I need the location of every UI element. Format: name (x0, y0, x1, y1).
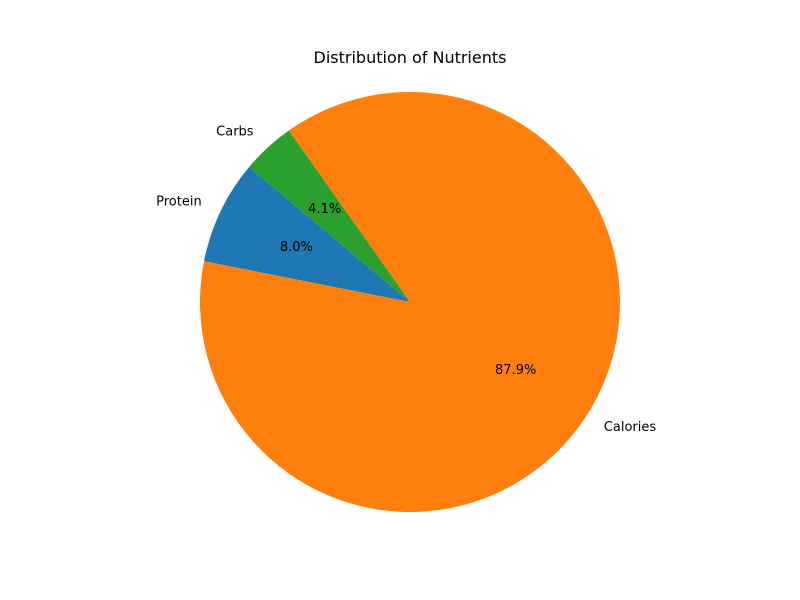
slice-label-protein: Protein (156, 195, 202, 210)
pie-slices (200, 91, 621, 512)
chart-title: Distribution of Nutrients (314, 48, 507, 67)
pie-slice-carbs (249, 130, 410, 302)
pie-slice-protein (204, 167, 410, 302)
slice-label-calories: Calories (604, 420, 657, 435)
slice-label-carbs: Carbs (216, 125, 254, 140)
slice-percent-protein: 8.0% (280, 240, 313, 255)
pie-slice-calories (200, 91, 621, 512)
slice-percent-carbs: 4.1% (308, 202, 341, 217)
slice-percent-calories: 87.9% (495, 363, 536, 378)
pie-labels: Protein 8.0% Calories 87.9% Carbs 4.1% (156, 125, 656, 436)
